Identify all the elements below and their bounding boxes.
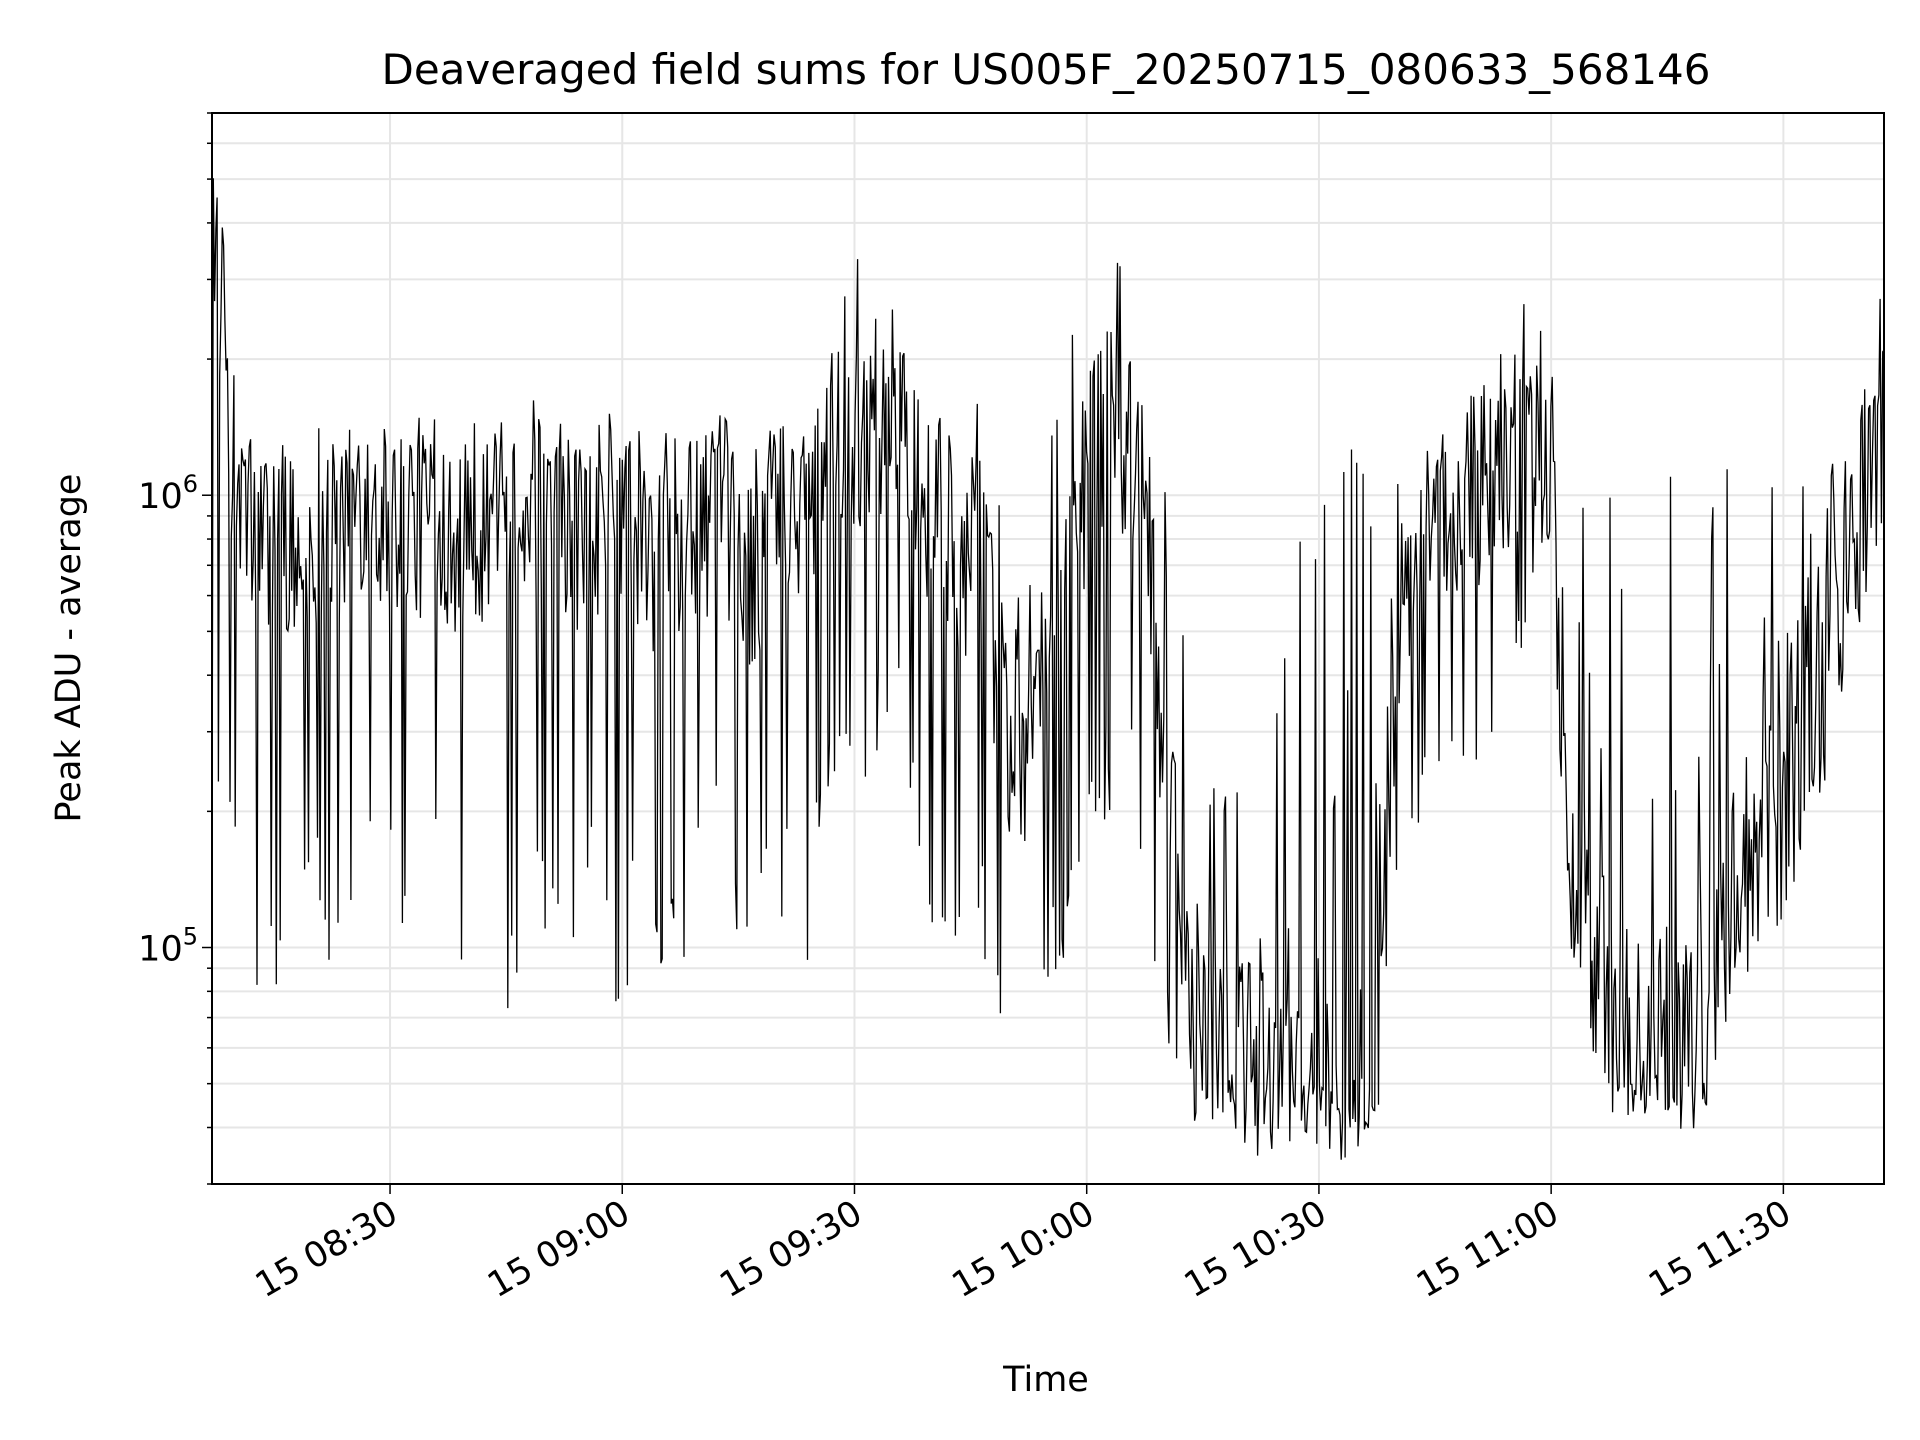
chart-title: Deaveraged field sums for US005F_2025071… bbox=[381, 45, 1710, 94]
series-0-line bbox=[211, 178, 1885, 1160]
y-tick-label: 106 bbox=[138, 470, 198, 517]
y-axis: 105 106 bbox=[138, 112, 212, 1185]
y-axis-label: Peak ADU - average bbox=[49, 474, 89, 823]
y-tick-label: 105 bbox=[138, 923, 198, 970]
plot-frame bbox=[211, 112, 1885, 1185]
x-axis-label: Time bbox=[1002, 1360, 1089, 1400]
series-line bbox=[211, 178, 1885, 1160]
grid bbox=[212, 112, 1884, 1185]
